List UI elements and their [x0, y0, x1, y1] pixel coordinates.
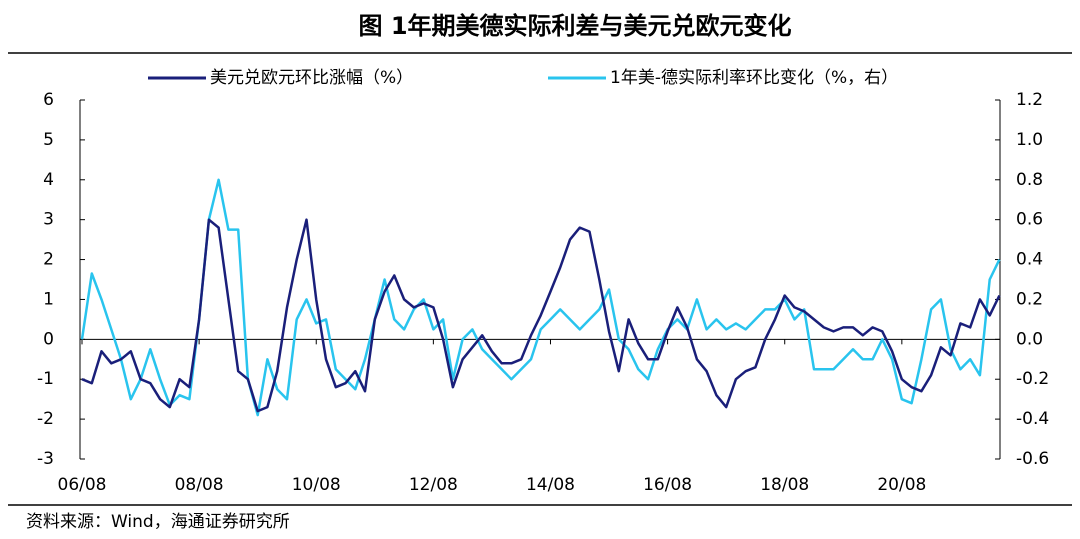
y-tick-label: 3 [43, 210, 54, 230]
y-tick-label: 0 [43, 329, 54, 349]
x-tick-label: 18/08 [760, 475, 809, 495]
y-tick-label: 5 [43, 130, 54, 150]
x-tick-label: 06/08 [58, 475, 107, 495]
y-tick-label: -2 [37, 409, 54, 429]
x-tick-label: 16/08 [643, 475, 692, 495]
y2-tick-label: 0.0 [1016, 329, 1043, 349]
x-tick-label: 14/08 [526, 475, 575, 495]
series-line [80, 178, 1001, 417]
y2-tick-label: -0.6 [1016, 449, 1049, 469]
legend-label: 1年美-德实际利率环比变化（%，右） [610, 68, 898, 88]
legend-label: 美元兑欧元环比涨幅（%） [210, 68, 413, 88]
series-line [81, 218, 1001, 413]
y2-tick-label: 1.0 [1016, 130, 1043, 150]
y-tick-label: 2 [43, 250, 54, 270]
y2-tick-label: 0.4 [1016, 250, 1043, 270]
y2-tick-label: -0.2 [1016, 369, 1049, 389]
y-tick-label: 1 [43, 289, 54, 309]
y-tick-label: 6 [43, 90, 54, 110]
x-tick-label: 10/08 [292, 475, 341, 495]
chart-title: 图 1年期美德实际利差与美元兑欧元变化 [358, 12, 791, 40]
y2-tick-label: 0.8 [1016, 170, 1043, 190]
x-tick-label: 20/08 [877, 475, 926, 495]
y-tick-label: -1 [37, 369, 54, 389]
y2-tick-label: 0.6 [1016, 210, 1043, 230]
y2-tick-label: 1.2 [1016, 90, 1043, 110]
x-tick-label: 12/08 [409, 475, 458, 495]
x-tick-label: 08/08 [175, 475, 224, 495]
y2-tick-label: -0.4 [1016, 409, 1049, 429]
y2-tick-label: 0.2 [1016, 289, 1043, 309]
y-tick-label: -3 [37, 449, 54, 469]
y-tick-label: 4 [43, 170, 54, 190]
source: 资料来源：Wind，海通证券研究所 [26, 512, 290, 532]
